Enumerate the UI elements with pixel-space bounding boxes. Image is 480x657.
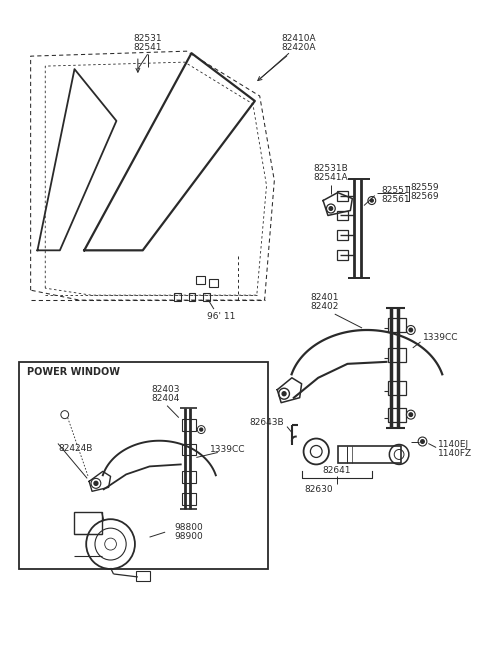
Text: 1339CC: 1339CC [422, 334, 458, 342]
Bar [388, 407, 406, 422]
Circle shape [409, 328, 412, 332]
Text: 1339CC: 1339CC [210, 445, 245, 454]
Text: 1140EJ: 1140EJ [438, 440, 469, 449]
Circle shape [409, 413, 412, 417]
Text: 96' 11: 96' 11 [206, 311, 235, 321]
Bar [388, 348, 406, 362]
Text: 82404: 82404 [151, 394, 180, 403]
Bar [74, 512, 102, 534]
Circle shape [200, 428, 203, 431]
Circle shape [329, 207, 333, 210]
Bar [338, 445, 401, 463]
Bar [196, 276, 205, 284]
Text: 82402: 82402 [311, 302, 339, 311]
Bar [182, 419, 196, 430]
Bar [336, 191, 348, 200]
Bar [19, 362, 267, 569]
Text: 98800: 98800 [174, 523, 203, 532]
Text: 82630: 82630 [304, 485, 333, 494]
Bar [203, 293, 210, 301]
Circle shape [421, 440, 424, 443]
Circle shape [282, 392, 286, 396]
Text: 82531B: 82531B [313, 164, 348, 173]
Text: 82420A: 82420A [281, 43, 316, 52]
Bar [136, 571, 150, 581]
Bar [388, 381, 406, 395]
Text: 82541: 82541 [133, 43, 162, 52]
Bar [388, 318, 406, 332]
Bar [336, 210, 348, 221]
Text: 82410A: 82410A [281, 34, 316, 43]
Text: 82559: 82559 [411, 183, 439, 192]
Text: 98900: 98900 [174, 532, 203, 541]
Bar [336, 231, 348, 240]
Text: 82561: 82561 [382, 195, 410, 204]
Text: 82531: 82531 [133, 34, 162, 43]
Circle shape [371, 199, 373, 202]
Text: POWER WINDOW: POWER WINDOW [27, 367, 120, 377]
Bar [209, 279, 218, 287]
Bar [182, 493, 196, 505]
Text: 82541A: 82541A [313, 173, 348, 182]
Text: 82643B: 82643B [250, 418, 284, 427]
Text: 82551: 82551 [382, 186, 410, 195]
Bar [182, 443, 196, 455]
Circle shape [94, 482, 98, 486]
Text: 82641: 82641 [323, 466, 351, 475]
Text: 1140FZ: 1140FZ [438, 449, 472, 458]
Bar [336, 250, 348, 260]
Text: 82403: 82403 [151, 385, 180, 394]
Text: 82401: 82401 [311, 292, 339, 302]
Text: 82424B: 82424B [58, 444, 92, 453]
Bar [174, 293, 181, 301]
Bar [182, 471, 196, 484]
Bar [189, 293, 195, 301]
Text: 82569: 82569 [411, 192, 439, 201]
